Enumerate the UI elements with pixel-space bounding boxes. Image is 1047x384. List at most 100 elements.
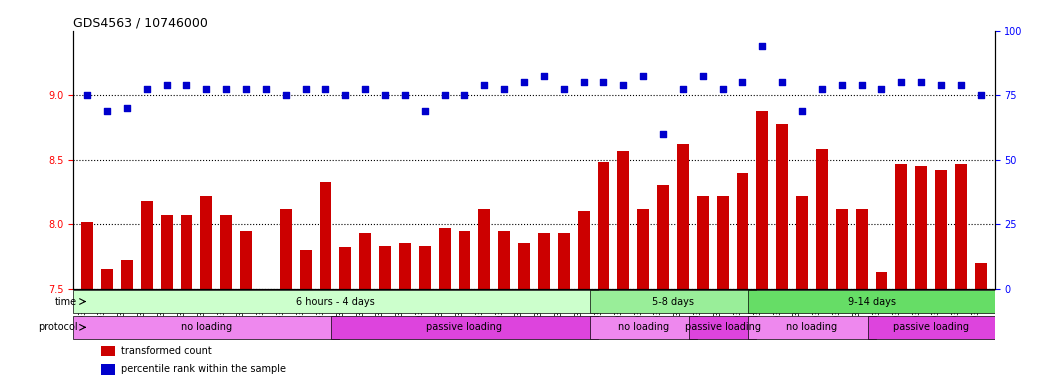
FancyBboxPatch shape [749, 316, 875, 339]
Bar [299, 250, 312, 384]
Point [774, 79, 790, 85]
FancyBboxPatch shape [749, 290, 995, 313]
Text: 5-8 days: 5-8 days [652, 296, 694, 306]
FancyBboxPatch shape [868, 316, 995, 339]
Bar [776, 124, 788, 384]
Point [178, 82, 195, 88]
Point [913, 79, 930, 85]
Bar [220, 215, 232, 384]
Text: passive loading: passive loading [426, 322, 503, 332]
Bar [736, 172, 749, 384]
Bar [598, 162, 609, 384]
Point [575, 79, 592, 85]
Point [138, 86, 155, 92]
Point [377, 92, 394, 98]
Bar [915, 166, 928, 384]
Point [535, 73, 552, 79]
Text: no loading: no loading [618, 322, 669, 332]
FancyBboxPatch shape [689, 316, 756, 339]
Point [98, 108, 115, 114]
Text: GDS4563 / 10746000: GDS4563 / 10746000 [73, 17, 208, 30]
Bar [359, 233, 371, 384]
Point [873, 86, 890, 92]
FancyBboxPatch shape [73, 316, 339, 339]
Bar [399, 243, 410, 384]
Bar [379, 246, 391, 384]
FancyBboxPatch shape [332, 316, 598, 339]
Point [297, 86, 314, 92]
Point [634, 73, 651, 79]
Bar [935, 170, 946, 384]
Point [615, 82, 631, 88]
Bar [895, 164, 908, 384]
Bar [200, 196, 213, 384]
Bar [558, 233, 570, 384]
Bar [955, 164, 966, 384]
Point [337, 92, 354, 98]
Bar [102, 269, 113, 384]
Bar [260, 289, 272, 384]
Text: passive loading: passive loading [685, 322, 760, 332]
Point [933, 82, 950, 88]
Point [277, 92, 294, 98]
Point [476, 82, 493, 88]
Point [754, 43, 771, 49]
Text: no loading: no loading [181, 322, 231, 332]
FancyBboxPatch shape [589, 290, 756, 313]
Bar [240, 231, 252, 384]
Point [674, 86, 691, 92]
Bar [697, 196, 709, 384]
Point [595, 79, 611, 85]
Point [714, 86, 731, 92]
Point [158, 82, 175, 88]
FancyBboxPatch shape [73, 290, 598, 313]
Point [397, 92, 414, 98]
Point [833, 82, 850, 88]
Point [555, 86, 572, 92]
Point [357, 86, 374, 92]
Point [734, 79, 751, 85]
Point [258, 86, 274, 92]
Text: transformed count: transformed count [121, 346, 211, 356]
Point [893, 79, 910, 85]
Point [953, 82, 970, 88]
Point [198, 86, 215, 92]
Point [317, 86, 334, 92]
Point [853, 82, 870, 88]
Point [218, 86, 235, 92]
Bar [419, 246, 430, 384]
Point [456, 92, 473, 98]
Point [79, 92, 95, 98]
Bar [538, 233, 550, 384]
Bar [638, 209, 649, 384]
Text: percentile rank within the sample: percentile rank within the sample [121, 364, 286, 374]
Point [694, 73, 711, 79]
Bar [140, 201, 153, 384]
Bar [816, 149, 828, 384]
Bar [518, 243, 530, 384]
Text: passive loading: passive loading [893, 322, 970, 332]
Bar [975, 263, 986, 384]
Point [973, 92, 989, 98]
Point [814, 86, 830, 92]
Text: 6 hours - 4 days: 6 hours - 4 days [296, 296, 375, 306]
Bar [618, 151, 629, 384]
Point [118, 105, 135, 111]
Bar [658, 185, 669, 384]
Bar [101, 346, 115, 356]
Point [654, 131, 671, 137]
Bar [716, 196, 729, 384]
Bar [180, 215, 193, 384]
Bar [280, 209, 292, 384]
Bar [796, 196, 808, 384]
Point [417, 108, 433, 114]
Bar [459, 231, 470, 384]
Point [496, 86, 513, 92]
Bar [677, 144, 689, 384]
Point [238, 86, 254, 92]
Bar [439, 228, 450, 384]
FancyBboxPatch shape [589, 316, 697, 339]
Point [437, 92, 453, 98]
Bar [578, 211, 589, 384]
Bar [498, 231, 510, 384]
